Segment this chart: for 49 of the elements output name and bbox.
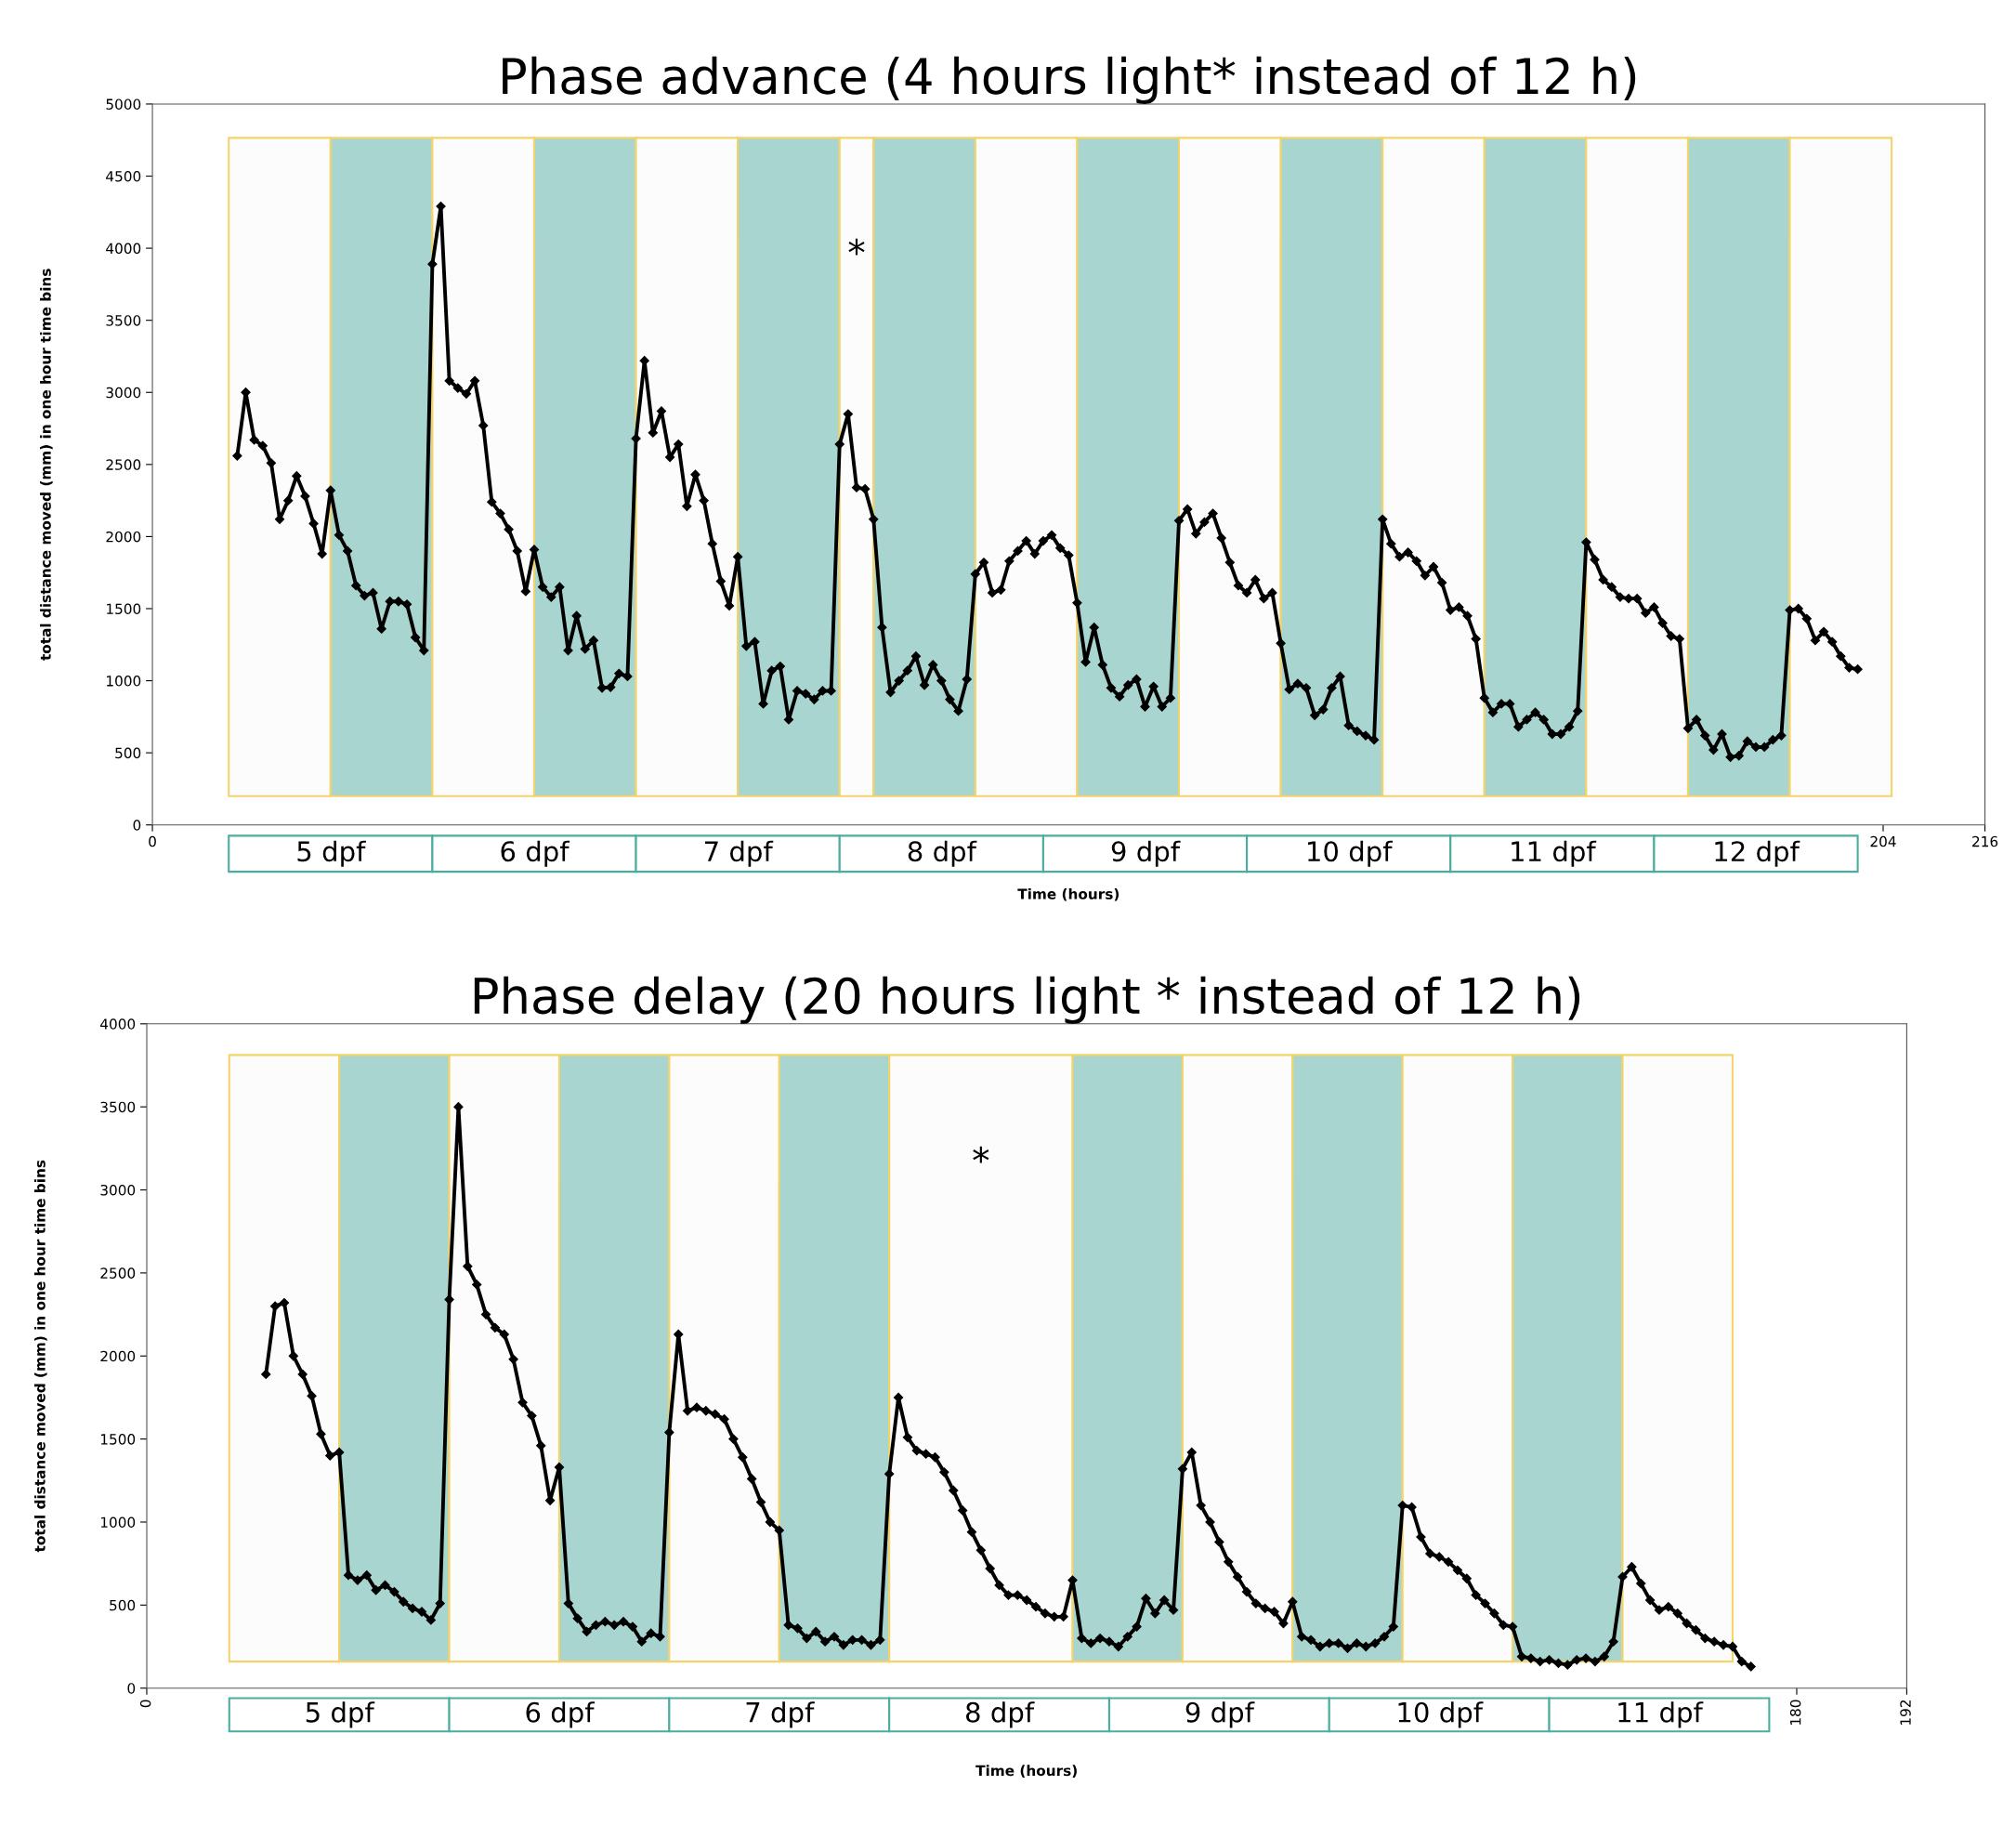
y-tick-label: 5000 (106, 98, 141, 110)
y-tick-label: 1500 (107, 603, 141, 615)
x-tick-label: 0 (149, 835, 156, 847)
annotation: * (973, 1146, 989, 1163)
x-axis-title: Time (hours) (975, 1765, 1077, 1778)
y-axis-title: total distance moved (mm) in one hour time bins (40, 269, 53, 661)
x-tick-label: 192 (1900, 1700, 1911, 1725)
text: 10 dpf (1308, 840, 1394, 867)
text: 11 dpf (1512, 840, 1597, 867)
x-tick-label: 204 (1870, 835, 1896, 847)
text: 8 dpf (966, 1701, 1035, 1728)
x-axis-title: Time (hours) (1017, 887, 1119, 901)
x-tick-label: 180 (1789, 1700, 1801, 1725)
text: 5 dpf (297, 840, 366, 867)
text: 9 dpf (1185, 1701, 1255, 1728)
y-tick-label: 3000 (100, 1184, 136, 1196)
x-tick-label: 216 (1972, 835, 1998, 847)
y-tick-label: 2000 (100, 1350, 136, 1362)
text: 5 dpf (306, 1701, 375, 1728)
y-tick-label: 4000 (100, 1018, 136, 1030)
chart-title: Phase advance (4 hours light* instead of 12 h) (503, 56, 1636, 104)
text: 10 dpf (1398, 1701, 1484, 1728)
y-tick-label: 1000 (100, 1516, 136, 1528)
text: 6 dpf (526, 1701, 596, 1728)
annotation: * (848, 238, 865, 256)
y-tick-label: 3500 (100, 1101, 136, 1113)
text: 6 dpf (501, 840, 570, 867)
y-axis-title: total distance moved (mm) in one hour time bins (33, 1160, 47, 1553)
y-tick-label: 500 (110, 1599, 136, 1611)
text: 7 dpf (704, 840, 774, 867)
text: 12 dpf (1715, 840, 1800, 867)
y-tick-label: 2500 (100, 1267, 136, 1279)
y-tick-label: 500 (115, 747, 141, 759)
y-tick-label: 0 (133, 820, 141, 831)
text: 9 dpf (1111, 840, 1181, 867)
y-tick-label: 1000 (107, 676, 141, 687)
text: 8 dpf (908, 840, 977, 867)
text: 7 dpf (746, 1701, 815, 1728)
text: 11 dpf (1618, 1701, 1704, 1728)
y-tick-label: 4500 (106, 170, 141, 182)
x-tick-label: 0 (139, 1700, 151, 1708)
y-tick-label: 3500 (106, 315, 141, 326)
y-tick-label: 1500 (100, 1434, 136, 1445)
y-tick-label: 0 (127, 1683, 136, 1694)
y-tick-label: 2000 (106, 531, 141, 543)
chart-title: Phase delay (20 hours light * instead of 12 h) (474, 976, 1580, 1024)
y-tick-label: 4000 (106, 243, 141, 255)
y-tick-label: 3000 (106, 387, 141, 399)
y-tick-label: 2500 (106, 459, 141, 470)
